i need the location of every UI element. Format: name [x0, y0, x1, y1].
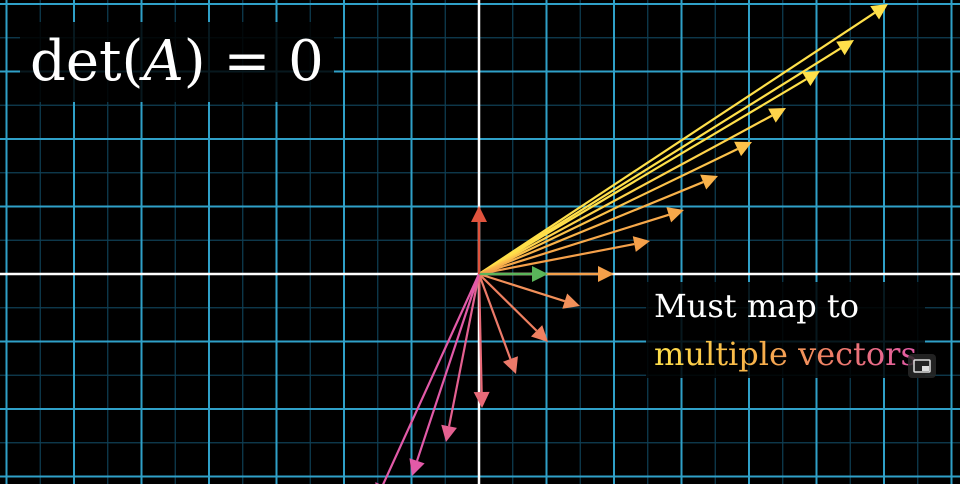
equation-matrix: A — [143, 29, 184, 94]
picture-in-picture-icon — [913, 359, 931, 373]
vector-head — [870, 4, 888, 20]
fan-vector — [375, 273, 481, 484]
vector-shaft — [477, 273, 483, 393]
fan-vector — [478, 273, 548, 342]
vector-head — [734, 141, 752, 157]
vector-shaft — [478, 181, 704, 276]
fan-vector — [478, 40, 854, 275]
vector-head — [409, 458, 425, 476]
fan-vector — [478, 207, 684, 276]
vector-head — [562, 293, 580, 309]
vector-head — [532, 266, 548, 282]
fan-vector — [478, 4, 888, 275]
vector-head — [666, 207, 684, 223]
vectors — [375, 4, 888, 484]
basis-vector-j — [471, 206, 487, 274]
vector-head — [802, 71, 820, 87]
vector-head — [700, 174, 718, 190]
vector-shaft — [448, 273, 481, 427]
vector-shaft — [478, 213, 670, 276]
vector-shaft — [478, 272, 566, 303]
picture-in-picture-button[interactable] — [908, 354, 936, 378]
fan-vector — [409, 273, 481, 476]
basis-vector-i — [479, 266, 548, 282]
vector-head — [768, 108, 786, 123]
equation-prefix: det( — [30, 29, 144, 94]
fan-vector — [478, 174, 718, 276]
caption-line-2: multiple vectors — [654, 330, 917, 378]
vector-head — [598, 266, 614, 282]
vector-shaft — [477, 273, 512, 360]
vector-shaft — [382, 273, 481, 484]
fan-vector — [473, 273, 490, 408]
fan-vector — [478, 71, 820, 275]
vector-shaft — [415, 273, 481, 462]
fan-vector — [478, 236, 650, 276]
vector-head — [632, 236, 650, 252]
fan-vector — [477, 273, 518, 374]
vector-head — [502, 356, 518, 374]
caption: Must map to multiple vectors — [646, 282, 925, 378]
vector-head — [473, 391, 490, 408]
vector-shaft — [478, 273, 538, 332]
vector-head — [441, 424, 457, 442]
equation-suffix: ) = 0 — [183, 29, 324, 94]
vector-head — [836, 40, 854, 56]
fan-vector — [441, 273, 481, 442]
caption-line-1: Must map to — [654, 287, 860, 325]
vector-head — [471, 206, 487, 222]
vector-shaft — [478, 47, 842, 275]
fan-vector — [478, 272, 580, 309]
vector-head — [530, 325, 548, 342]
vector-shaft — [478, 78, 807, 275]
vector-shaft — [478, 242, 635, 276]
fan-vector — [478, 141, 752, 275]
fan-vector — [478, 108, 786, 275]
vector-shaft — [478, 114, 773, 275]
vector-shaft — [478, 147, 739, 275]
vector-shaft — [478, 11, 876, 275]
determinant-equation: det(A) = 0 — [20, 22, 334, 102]
